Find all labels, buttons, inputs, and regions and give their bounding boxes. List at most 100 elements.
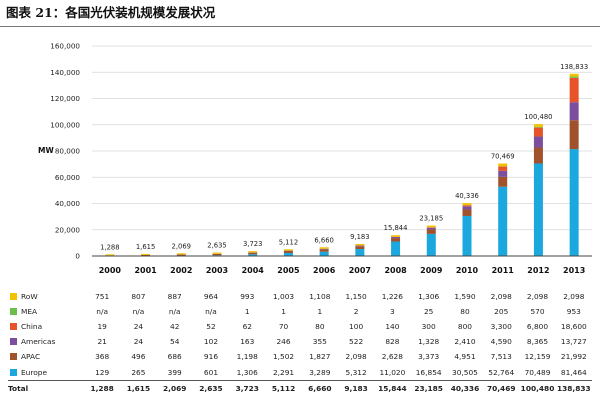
bar-segment-row-2001 <box>141 253 151 255</box>
table-cell: 6,660 <box>301 379 338 396</box>
table-cell: 30,505 <box>452 367 478 377</box>
table-cell: 2,410 <box>454 337 476 347</box>
chart-axes: MW 0 20,000 40,000 60,000 80,000 100,000 120,0… <box>38 42 592 261</box>
table-cell: 3,723 <box>229 379 266 396</box>
x-tick-label: 2002 <box>170 266 192 275</box>
table-cell: 54 <box>170 337 180 347</box>
table-cell: 3 <box>390 307 395 317</box>
table-cell: 70,469 <box>483 379 520 396</box>
legend-label: MEA <box>21 307 38 317</box>
bar-segment-americas-2012 <box>533 136 543 148</box>
table-cell: 2,069 <box>156 379 193 396</box>
x-tick-label: 2000 <box>99 266 122 275</box>
y-tick-label: 100,000 <box>50 120 80 129</box>
table-cell: 807 <box>131 292 146 302</box>
bar-segment-europe-2009 <box>426 233 436 256</box>
table-cell: 100 <box>349 322 364 332</box>
table-cell: 522 <box>349 337 364 347</box>
table-cell: 3,300 <box>490 322 512 332</box>
bar-segment-apac-2012 <box>533 147 543 164</box>
bar-segment-apac-2011 <box>498 176 508 187</box>
table-cell: 2,098 <box>490 292 512 302</box>
table-cell: 100,480 <box>519 379 556 396</box>
table-cell: 828 <box>385 337 400 347</box>
legend-entry: Europe <box>8 364 84 380</box>
table-cell: 80 <box>460 307 470 317</box>
bar-segment-apac-2002 <box>176 254 186 256</box>
bar-segment-europe-2004 <box>248 254 258 256</box>
table-cell: 8,365 <box>526 337 549 347</box>
x-tick-label: 2013 <box>563 266 585 275</box>
bar-segment-apac-2003 <box>212 254 222 256</box>
bar-segment-apac-2004 <box>248 252 258 255</box>
table-cell: 23,185 <box>410 379 447 396</box>
legend-label: RoW <box>21 292 38 302</box>
table-cell: 399 <box>167 367 182 377</box>
bar-segment-europe-2013 <box>569 149 579 256</box>
table-cell: 12,159 <box>524 352 551 362</box>
legend-swatch <box>10 323 17 331</box>
table-cell: 42 <box>170 322 180 332</box>
table-cell: 496 <box>131 352 146 362</box>
total-data-label: 23,185 <box>419 215 443 223</box>
legend-entry: APAC <box>8 349 84 364</box>
bar-segment-americas-2007 <box>355 245 365 247</box>
bar-segment-apac-2010 <box>462 209 472 216</box>
bar-segment-row-2005 <box>283 249 293 251</box>
table-row: China 19 24 42 52 62 70 80 100 140 300 800 3,300 6,80… <box>8 319 592 334</box>
bar-segment-europe-2005 <box>283 252 293 256</box>
bar-segment-row-2009 <box>426 225 436 228</box>
table-cell: 21 <box>97 337 107 347</box>
table-cell: 2,635 <box>192 379 230 396</box>
table-cell: 1 <box>317 307 323 317</box>
bar-segment-china-2013 <box>569 77 579 103</box>
table-cell: 2,628 <box>381 352 403 362</box>
x-tick-label: 2003 <box>206 266 228 275</box>
legend-entry: Americas <box>8 334 84 349</box>
table-cell: 2,098 <box>345 352 367 362</box>
table-cell: 16,854 <box>415 367 442 377</box>
table-cell: 300 <box>421 322 436 332</box>
table-row: Americas 21 24 54 102 163 246 355 522 828 1,328 2,4… <box>8 334 592 349</box>
data-table: RoW 751 807 887 964 993 1,003 1,108 1,150 1,226 1,… <box>8 289 592 396</box>
table-cell: 2,291 <box>272 367 295 377</box>
bar-segment-americas-2011 <box>498 170 508 177</box>
table-cell: 964 <box>203 292 219 302</box>
table-cell: 265 <box>131 367 146 377</box>
table-cell: n/a <box>132 307 145 317</box>
x-tick-label: 2007 <box>349 266 371 275</box>
table-cell: 751 <box>95 292 110 302</box>
chart-labels: 1,288 2000 1,615 2001 2,069 2002 2,635 2003 3,72… <box>99 63 588 275</box>
table-cell: 5,312 <box>345 367 367 377</box>
chart-bars <box>105 73 579 256</box>
table-cell: 1,306 <box>418 292 440 302</box>
total-data-label: 2,635 <box>207 242 226 250</box>
table-cell: 570 <box>530 307 545 317</box>
x-tick-label: 2010 <box>456 266 479 275</box>
total-data-label: 5,112 <box>279 238 298 246</box>
table-cell: 2 <box>353 307 359 317</box>
table-cell: 686 <box>167 352 182 362</box>
table-cell: 24 <box>133 322 144 332</box>
total-data-label: 40,336 <box>455 192 479 200</box>
table-cell: 205 <box>494 307 509 317</box>
table-cell: 102 <box>203 337 219 347</box>
legend-swatch <box>10 353 17 361</box>
table-cell: 2,098 <box>526 292 549 302</box>
table-cell: 953 <box>566 307 581 317</box>
table-cell: 80 <box>315 322 325 332</box>
table-cell: 2,098 <box>563 292 585 302</box>
table-cell: 1 <box>281 307 286 317</box>
bar-segment-row-2008 <box>391 235 401 237</box>
legend-entry: RoW <box>8 289 84 304</box>
bar-segment-china-2012 <box>533 127 543 137</box>
bar-segment-europe-2008 <box>391 241 401 256</box>
table-cell: 1,306 <box>236 367 258 377</box>
table-row: RoW 751 807 887 964 993 1,003 1,108 1,150 1,226 1,… <box>8 289 592 304</box>
table-cell: 62 <box>242 322 252 332</box>
table-cell: n/a <box>205 307 217 317</box>
bar-segment-americas-2010 <box>462 206 472 210</box>
x-tick-label: 2011 <box>492 266 515 275</box>
table-cell: 1,288 <box>84 379 121 396</box>
table-cell: 25 <box>423 307 434 317</box>
